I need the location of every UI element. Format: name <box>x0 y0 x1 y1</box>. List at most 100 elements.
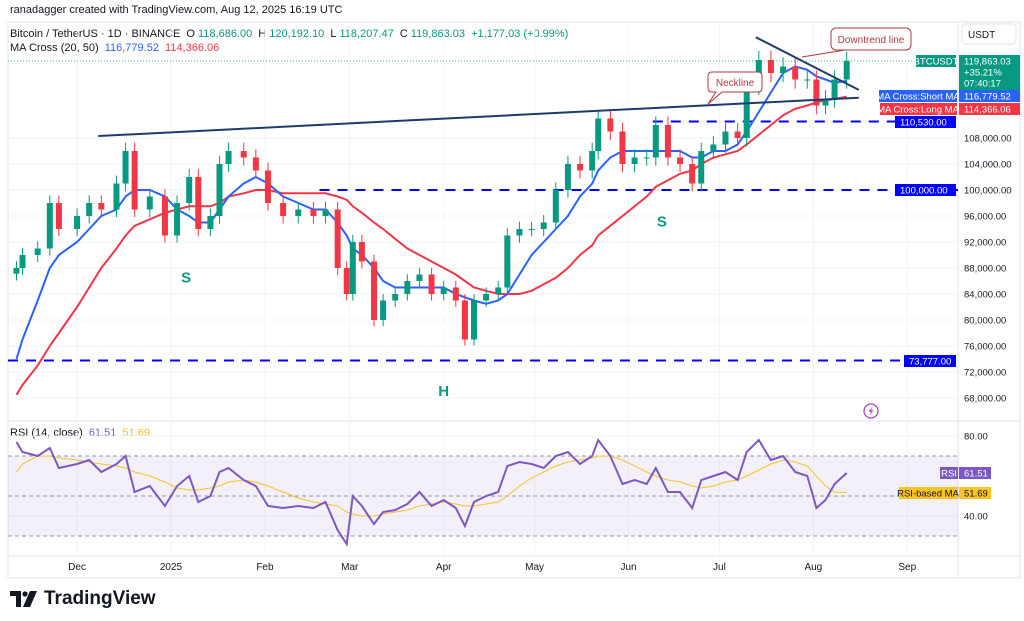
candle-body <box>216 164 223 216</box>
symbol-title[interactable]: Bitcoin / TetherUS · 1D · BINANCE <box>10 28 181 40</box>
candle-body <box>195 177 202 229</box>
rsi-badge-value: 61.51 <box>964 469 988 480</box>
pattern-label: H <box>438 383 449 400</box>
rsi-band <box>8 455 958 537</box>
candle-body <box>595 118 602 151</box>
open-label: O <box>186 28 195 40</box>
price-axis-label: 100,000.00 <box>964 186 1012 197</box>
candle-body <box>428 274 435 294</box>
level-value: 73,777.00 <box>909 357 951 368</box>
trendlines[interactable] <box>98 36 860 138</box>
candle-body <box>461 300 468 340</box>
time-axis-label: May <box>525 562 544 573</box>
candle-body <box>86 203 93 216</box>
high-label: H <box>258 28 267 40</box>
candle-body <box>722 131 729 145</box>
low-value: 118,207.47 <box>339 28 394 40</box>
long-ma-badge-value: 114,366.06 <box>964 105 1011 116</box>
tradingview-logo-icon <box>10 591 37 607</box>
candle-body <box>471 300 477 340</box>
rsi-badge: RSI 61.51 <box>940 467 991 480</box>
short-ma-badge-value: 116,779.52 <box>964 92 1011 103</box>
candle-body <box>343 268 350 294</box>
currency-button[interactable]: USDT <box>961 23 1017 45</box>
candle-body <box>652 125 659 158</box>
candle-body <box>186 177 193 203</box>
ma-short-value: 116,779.52 <box>104 42 159 54</box>
candle-body <box>131 151 138 210</box>
candle-body <box>483 294 490 301</box>
candle-body <box>813 79 820 106</box>
candle-body <box>113 183 120 210</box>
short-ma-line <box>15 65 847 360</box>
candle-body <box>46 203 53 249</box>
candle-body <box>619 131 626 164</box>
time-axis-label: Jun <box>620 562 636 573</box>
low-label: L <box>330 28 337 40</box>
time-axis-label: Dec <box>68 562 86 573</box>
long-ma-badge-label: MA Cross:Long MA <box>877 105 959 116</box>
percent-change: +35.21% <box>964 68 1002 79</box>
candle-body <box>607 118 614 132</box>
rsi-lines <box>15 437 848 547</box>
open-value: 118,686.00 <box>197 28 253 40</box>
pattern-labels: S H S <box>181 213 667 400</box>
candle-body <box>552 190 559 223</box>
brand-name: TradingView <box>44 588 156 609</box>
candle-body <box>358 242 365 262</box>
candle-body <box>122 151 129 184</box>
candle-body <box>225 151 232 164</box>
horizontal-levels <box>8 120 958 362</box>
candle-body <box>495 287 502 294</box>
time-axis-label: Mar <box>341 562 359 573</box>
candle-body <box>380 300 387 320</box>
price-axis-label: 104,000.00 <box>964 160 1012 171</box>
candle-body <box>843 60 850 80</box>
short-ma-badge-label: MA Cross:Short MA <box>876 92 960 103</box>
rsi-ma-badge-label: RSI-based MA <box>897 489 959 500</box>
candle-body <box>280 203 287 216</box>
long-ma-line <box>15 95 847 396</box>
level-badge-100000: 100,000.00 <box>895 184 956 197</box>
axes: Dec 2025 Feb Mar Apr May Jun Jul Aug Sep 108,000.0… <box>68 134 1011 574</box>
lightning-icon[interactable] <box>863 403 879 419</box>
chart-frame <box>7 21 1021 579</box>
downtrend-callout[interactable]: Downtrend line <box>801 27 912 58</box>
neckline-callout[interactable]: Neckline <box>707 71 763 105</box>
candle-body <box>767 60 774 73</box>
candle-body <box>264 170 271 203</box>
currency-label: USDT <box>968 30 995 41</box>
symbol-badge: BTCUSDT <box>914 57 959 68</box>
neckline-label: Neckline <box>716 78 755 89</box>
candle-body <box>310 209 317 216</box>
candle-body <box>831 79 838 99</box>
price-axis-label: 96,000.00 <box>964 212 1006 223</box>
candle-body <box>440 287 447 294</box>
tradingview-logo[interactable]: TradingView <box>10 588 156 610</box>
time-axis-label: Apr <box>436 562 452 573</box>
price-axis-label: 108,000.00 <box>964 134 1012 145</box>
candle-body <box>528 229 535 230</box>
downtrend-line-trendline <box>755 36 860 91</box>
candle-body <box>146 196 153 210</box>
candle-body <box>734 131 741 138</box>
candle-body <box>240 151 247 158</box>
pattern-label: S <box>181 269 191 286</box>
last-price: 119,863.03 <box>964 57 1011 68</box>
ma-indicator-name[interactable]: MA Cross (20, 50) <box>10 42 99 54</box>
candle-body <box>174 203 181 236</box>
candle-body <box>161 196 168 236</box>
level-value: 110,530.00 <box>900 118 947 129</box>
candle-body <box>664 125 671 158</box>
time-axis-label: Feb <box>256 562 274 573</box>
level-value: 100,000.00 <box>900 186 948 197</box>
candle-body <box>34 248 41 255</box>
price-axis-label: 76,000.00 <box>964 342 1006 353</box>
candle-body <box>743 86 750 138</box>
pattern-label: S <box>657 213 667 230</box>
candle-body <box>689 164 696 184</box>
last-price-badge: BTCUSDT 119,863.03 +35.21% 07:40:17 <box>8 55 1020 90</box>
price-axis-label: 84,000.00 <box>964 290 1006 301</box>
candle-body <box>564 164 571 190</box>
